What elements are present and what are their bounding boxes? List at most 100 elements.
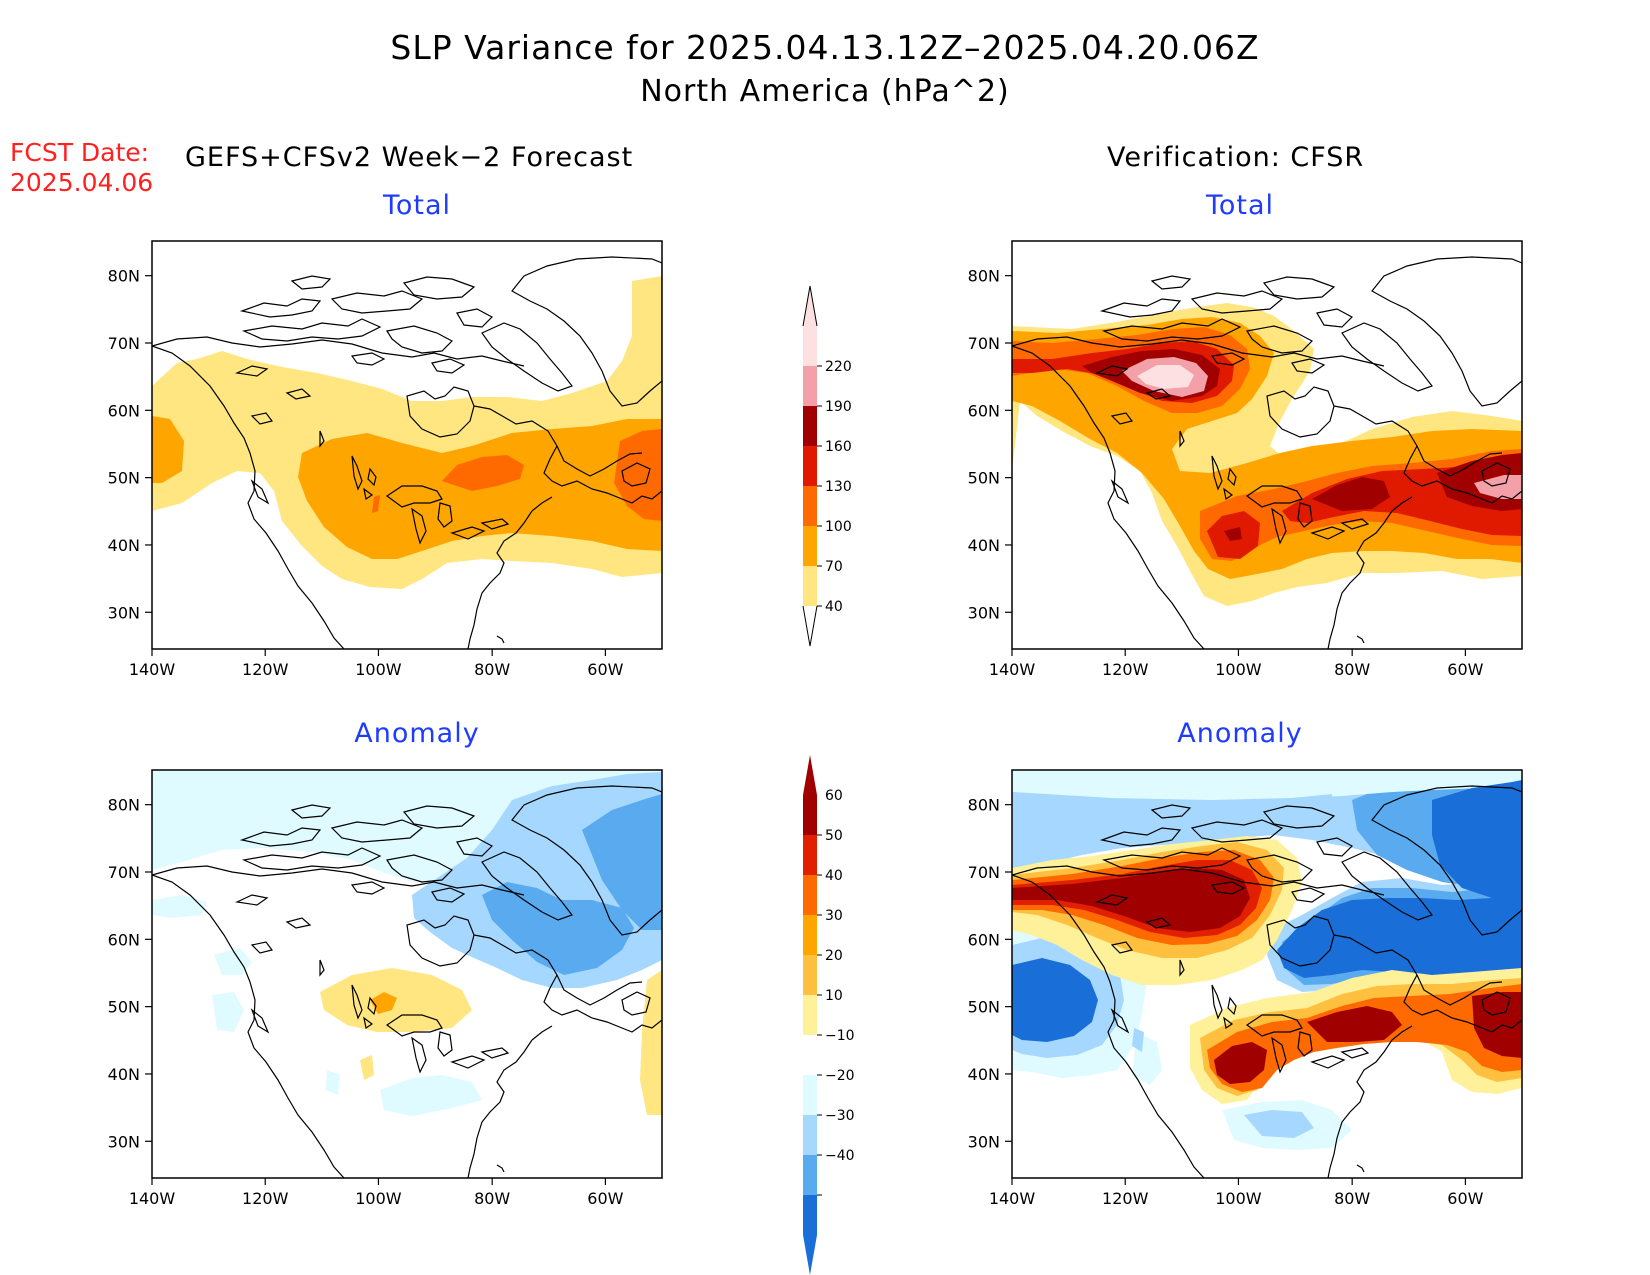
lon-label: 80W xyxy=(1334,660,1370,679)
lat-label: 80N xyxy=(108,796,140,815)
colorbar-segment xyxy=(803,795,817,835)
colorbar-bottom-arrow xyxy=(803,1235,817,1275)
forecast-anomaly-map xyxy=(152,770,662,1178)
lon-label: 60W xyxy=(587,660,623,679)
lon-label: 120W xyxy=(242,660,289,679)
lat-label: 70N xyxy=(968,334,1000,353)
lat-label: 40N xyxy=(108,1065,140,1084)
lat-label: 60N xyxy=(108,930,140,949)
colorbar-tick-label: 220 xyxy=(825,359,852,375)
lat-label: 60N xyxy=(968,401,1000,420)
colorbar-tick-label: 10 xyxy=(825,988,843,1004)
lat-label: 40N xyxy=(968,536,1000,555)
lon-label: 100W xyxy=(1215,1189,1262,1208)
colorbar-segment xyxy=(803,566,817,606)
colorbar-segment xyxy=(803,1155,817,1195)
lon-label: 100W xyxy=(1215,660,1262,679)
lat-label: 80N xyxy=(968,267,1000,286)
colorbar-tick-label: 190 xyxy=(825,399,852,415)
lat-label: 80N xyxy=(968,796,1000,815)
colorbar-tick-label: 100 xyxy=(825,519,852,535)
lon-label: 100W xyxy=(355,660,402,679)
colorbar-segment xyxy=(803,875,817,915)
verification-total-map xyxy=(1012,256,1522,649)
lon-label: 100W xyxy=(355,1189,402,1208)
lat-label: 80N xyxy=(108,267,140,286)
forecast-total-title: Total xyxy=(382,190,452,221)
colorbar-segment xyxy=(803,366,817,406)
forecast-total-map xyxy=(152,256,662,649)
colorbar-tick-label: 20 xyxy=(825,948,843,964)
lon-label: 120W xyxy=(242,1189,289,1208)
forecast-anomaly-title: Anomaly xyxy=(354,718,480,749)
colorbar-tick-label: −30 xyxy=(825,1108,855,1124)
colorbar-segment xyxy=(803,406,817,446)
lon-label: 80W xyxy=(474,660,510,679)
colorbar-segment xyxy=(803,1075,817,1115)
lon-label: 140W xyxy=(989,660,1036,679)
forecast-heading: GEFS+CFSv2 Week−2 Forecast xyxy=(185,142,634,173)
colorbar-segment xyxy=(803,486,817,526)
lat-label: 40N xyxy=(968,1065,1000,1084)
lat-label: 50N xyxy=(108,469,140,488)
colorbar-tick-label: 160 xyxy=(825,439,852,455)
map-axes: 80N 70N 60N 50N 40N 30N 140W 120W 100W 80W 60W 80N 7… xyxy=(108,267,1484,1208)
lon-label: 60W xyxy=(1447,1189,1483,1208)
forecast-total-frame xyxy=(151,240,663,650)
verification-heading: Verification: CFSR xyxy=(1107,142,1365,173)
colorbar-tick-label: 40 xyxy=(825,868,843,884)
colorbar-segment xyxy=(803,1195,817,1235)
colorbar-bottom-arrow xyxy=(802,605,818,647)
colorbar-tick-label: 60 xyxy=(825,788,843,804)
lat-label: 30N xyxy=(968,1132,1000,1151)
lat-label: 30N xyxy=(108,1132,140,1151)
verification-total-frame xyxy=(1011,240,1523,650)
verification-anomaly-title: Anomaly xyxy=(1177,718,1303,749)
lon-label: 120W xyxy=(1102,660,1149,679)
lon-label: 60W xyxy=(1447,660,1483,679)
colorbar-top-arrow xyxy=(803,755,817,795)
lon-label: 140W xyxy=(129,1189,176,1208)
colorbar-segment xyxy=(803,446,817,486)
lon-label: 120W xyxy=(1102,1189,1149,1208)
lat-label: 30N xyxy=(968,603,1000,622)
colorbar-tick-label: 50 xyxy=(825,828,843,844)
lat-label: 60N xyxy=(968,930,1000,949)
lat-label: 30N xyxy=(108,603,140,622)
verification-anomaly-frame xyxy=(1011,769,1523,1179)
lat-label: 50N xyxy=(968,469,1000,488)
chart-subtitle: North America (hPa^2) xyxy=(640,74,1010,109)
lon-label: 140W xyxy=(989,1189,1036,1208)
lat-label: 70N xyxy=(108,334,140,353)
lon-label: 80W xyxy=(474,1189,510,1208)
lat-label: 60N xyxy=(108,401,140,420)
fcst-date-label: FCST Date: xyxy=(10,138,150,167)
colorbar-tick-label: 40 xyxy=(825,599,843,615)
colorbar-segment xyxy=(803,955,817,995)
verification-anomaly-map xyxy=(1012,770,1522,1178)
colorbar-segment xyxy=(803,326,817,366)
colorbar-tick-label: −40 xyxy=(825,1148,855,1164)
colorbar-segment xyxy=(803,1035,817,1075)
lat-label: 50N xyxy=(968,998,1000,1017)
colorbar-tick-label: −10 xyxy=(825,1028,855,1044)
forecast-anomaly-frame xyxy=(151,769,663,1179)
colorbar-segment xyxy=(803,526,817,566)
lat-label: 40N xyxy=(108,536,140,555)
total-colorbar: 40 70 100 130 160 190 220 xyxy=(802,285,852,647)
colorbar-top-arrow xyxy=(802,285,818,327)
colorbar-segment xyxy=(803,1115,817,1155)
lon-label: 140W xyxy=(129,660,176,679)
colorbar-tick-label: 30 xyxy=(825,908,843,924)
lat-label: 50N xyxy=(108,998,140,1017)
lat-label: 70N xyxy=(968,863,1000,882)
fcst-date-value: 2025.04.06 xyxy=(10,168,154,197)
lat-label: 70N xyxy=(108,863,140,882)
lon-label: 60W xyxy=(587,1189,623,1208)
colorbar-tick-label: 70 xyxy=(825,559,843,575)
colorbar-tick-label: 130 xyxy=(825,479,852,495)
colorbar-segment xyxy=(803,995,817,1035)
verification-total-title: Total xyxy=(1205,190,1275,221)
lon-label: 80W xyxy=(1334,1189,1370,1208)
